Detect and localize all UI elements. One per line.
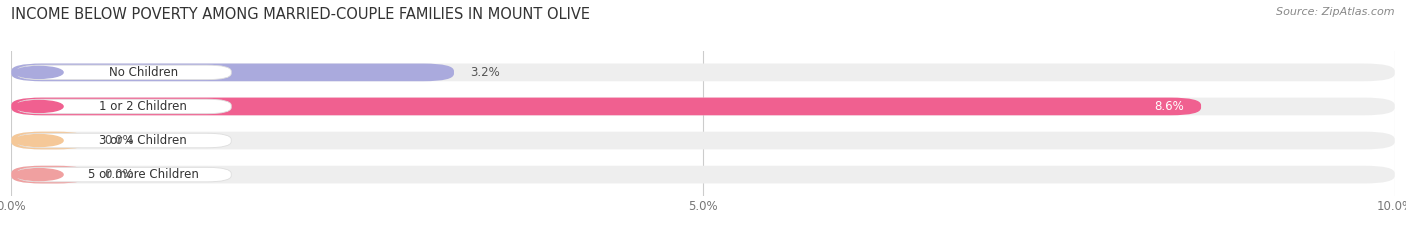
- Text: 0.0%: 0.0%: [104, 134, 134, 147]
- Text: 8.6%: 8.6%: [1154, 100, 1184, 113]
- FancyBboxPatch shape: [11, 64, 454, 81]
- FancyBboxPatch shape: [17, 99, 231, 114]
- FancyBboxPatch shape: [11, 132, 87, 149]
- Text: No Children: No Children: [108, 66, 179, 79]
- FancyBboxPatch shape: [17, 65, 231, 80]
- Circle shape: [14, 135, 63, 147]
- FancyBboxPatch shape: [17, 133, 231, 148]
- Text: 0.0%: 0.0%: [104, 168, 134, 181]
- Text: 3 or 4 Children: 3 or 4 Children: [100, 134, 187, 147]
- FancyBboxPatch shape: [11, 64, 1395, 81]
- Circle shape: [14, 66, 63, 78]
- Text: Source: ZipAtlas.com: Source: ZipAtlas.com: [1277, 7, 1395, 17]
- Text: 1 or 2 Children: 1 or 2 Children: [100, 100, 187, 113]
- Text: 3.2%: 3.2%: [471, 66, 501, 79]
- FancyBboxPatch shape: [11, 98, 1201, 115]
- FancyBboxPatch shape: [11, 166, 1395, 183]
- FancyBboxPatch shape: [11, 166, 87, 183]
- Circle shape: [14, 100, 63, 112]
- FancyBboxPatch shape: [11, 98, 1395, 115]
- Text: 5 or more Children: 5 or more Children: [89, 168, 198, 181]
- FancyBboxPatch shape: [17, 167, 231, 182]
- Circle shape: [14, 169, 63, 181]
- Text: INCOME BELOW POVERTY AMONG MARRIED-COUPLE FAMILIES IN MOUNT OLIVE: INCOME BELOW POVERTY AMONG MARRIED-COUPL…: [11, 7, 591, 22]
- FancyBboxPatch shape: [11, 132, 1395, 149]
